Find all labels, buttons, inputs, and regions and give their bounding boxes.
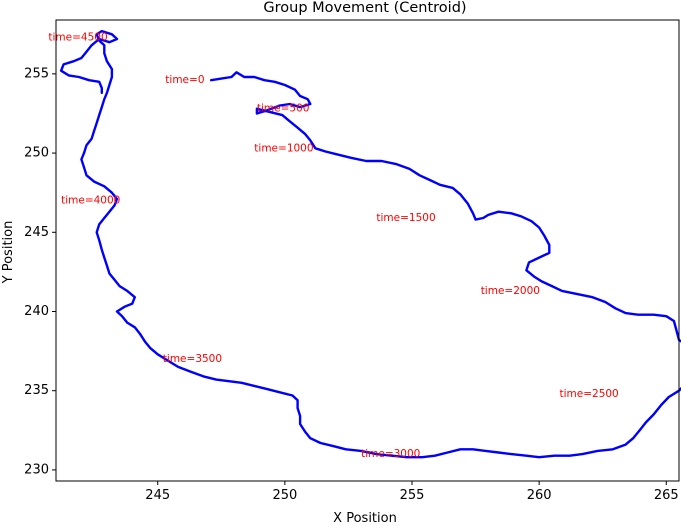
time-annotation: time=500 xyxy=(257,103,310,115)
time-annotation: time=4000 xyxy=(61,195,120,207)
y-axis-label: Y Position xyxy=(1,221,16,285)
time-annotation: time=0 xyxy=(165,74,204,86)
x-tick-label: 250 xyxy=(272,488,297,503)
time-annotation: time=4500 xyxy=(48,31,107,43)
x-tick-label: 255 xyxy=(400,488,425,503)
time-annotation: time=3500 xyxy=(163,353,222,365)
chart-title: Group Movement (Centroid) xyxy=(263,0,466,16)
time-annotation: time=3000 xyxy=(361,448,420,460)
y-tick-label: 255 xyxy=(24,66,49,81)
time-annotation: time=2000 xyxy=(481,285,540,297)
axes-frame xyxy=(55,19,680,482)
y-tick-label: 230 xyxy=(24,462,49,477)
series-path-0 xyxy=(59,29,681,459)
data-marks xyxy=(59,29,681,459)
x-tick-label: 265 xyxy=(654,488,679,503)
x-tick-label: 260 xyxy=(527,488,552,503)
time-annotation: time=1000 xyxy=(254,142,313,154)
plot-area: time=0 time=500 time=1000 time=1500 time=200… xyxy=(48,19,681,482)
time-annotation: time=1500 xyxy=(376,212,435,224)
x-axis: 245 250 255 260 265 xyxy=(145,481,679,503)
x-tick-label: 245 xyxy=(145,488,170,503)
y-axis: 230 235 240 245 250 255 xyxy=(24,66,56,477)
y-tick-label: 245 xyxy=(24,225,49,240)
y-tick-label: 235 xyxy=(24,383,49,398)
time-annotations: time=0 time=500 time=1000 time=1500 time=200… xyxy=(48,31,618,460)
time-annotation: time=2500 xyxy=(560,388,619,400)
y-tick-label: 240 xyxy=(24,304,49,319)
y-tick-label: 250 xyxy=(24,146,49,161)
x-axis-label: X Position xyxy=(333,511,397,525)
